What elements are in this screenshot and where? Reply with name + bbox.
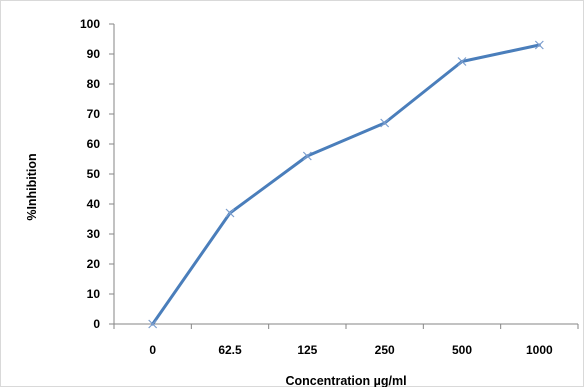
x-tick-label: 500 [452, 343, 472, 357]
y-tick-label: 60 [87, 137, 101, 151]
y-axis: 0 10 20 30 40 50 60 70 80 90 100 [80, 17, 115, 331]
x-axis-title: Concentration µg/ml [285, 374, 406, 387]
x-tick-label: 125 [297, 343, 317, 357]
y-tick-label: 10 [87, 287, 101, 301]
x-axis: 0 62.5 125 250 500 1000 [113, 323, 579, 357]
data-point-marker [225, 208, 235, 218]
x-tick-label: 1000 [526, 343, 553, 357]
y-tick-label: 50 [87, 167, 101, 181]
x-tick-label: 0 [149, 343, 156, 357]
y-tick-label: 100 [80, 17, 100, 31]
y-tick-label: 40 [87, 197, 101, 211]
x-tick-label: 250 [375, 343, 395, 357]
series-group [148, 40, 544, 329]
y-tick-label: 70 [87, 107, 101, 121]
data-point-marker [302, 151, 312, 161]
y-tick-label: 20 [87, 257, 101, 271]
y-tick-label: 0 [93, 317, 100, 331]
y-tick-label: 80 [87, 77, 101, 91]
series-line [151, 43, 541, 326]
data-point-marker [148, 319, 158, 329]
data-point-marker [534, 40, 544, 50]
data-point-marker [380, 118, 390, 128]
y-tick-label: 90 [87, 47, 101, 61]
data-point-marker [457, 57, 467, 66]
y-axis-title: %Inhibition [25, 153, 39, 220]
y-tick-label: 30 [87, 227, 101, 241]
x-tick-label: 62.5 [218, 343, 242, 357]
